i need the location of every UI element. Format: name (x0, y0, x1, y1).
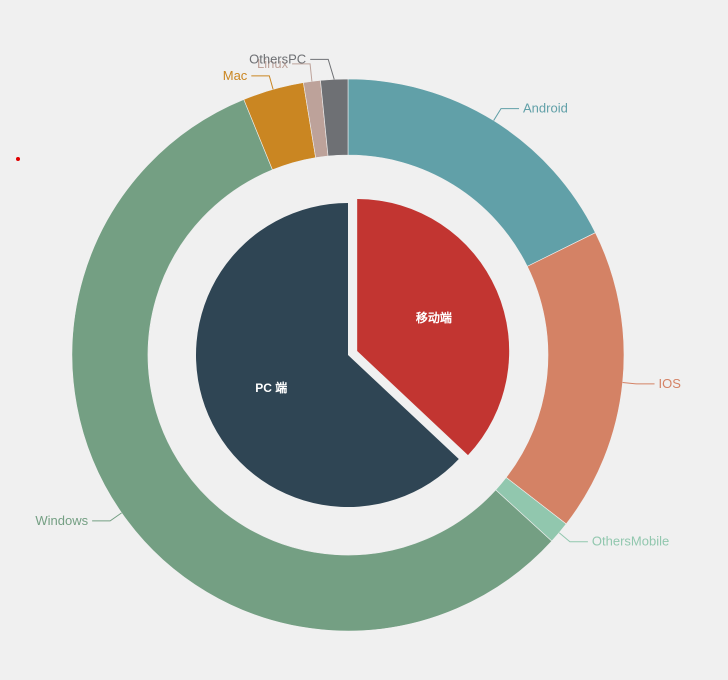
outer-label-mac: Mac (223, 68, 248, 83)
outer-labels: Android IOS OthersMobile Windows Mac LinuxOth… (35, 51, 681, 548)
leader-line-windows (92, 512, 122, 522)
outer-slice-windows[interactable] (71, 99, 553, 632)
outer-label-ios: IOS (659, 376, 682, 391)
outer-label-othersmobile: OthersMobile (592, 534, 669, 549)
red-marker-dot (16, 157, 20, 161)
outer-slice-otherspc[interactable] (320, 78, 349, 157)
outer-label-windows: Windows (35, 513, 88, 528)
outer-ring (71, 78, 625, 632)
leader-line-ios (622, 382, 655, 385)
leader-line-mac (251, 75, 274, 90)
outer-label-otherspc: OthersPC (249, 51, 306, 66)
leader-line-othersmobile (558, 532, 588, 543)
inner-label-pc-端: PC 端 (255, 380, 287, 395)
outer-slice-android[interactable] (347, 78, 596, 267)
outer-slice-ios[interactable] (505, 232, 625, 525)
inner-slice-移动端[interactable] (357, 199, 510, 456)
outer-label-android: Android (523, 101, 568, 116)
leader-line-android (493, 108, 520, 121)
inner-label-移动端: 移动端 (416, 310, 452, 325)
outer-label-linux: Linux (257, 56, 289, 71)
leader-line-linux (292, 63, 313, 82)
inner-labels: 移动端 PC 端 (255, 310, 452, 395)
inner-slice-pc-端[interactable] (196, 203, 459, 507)
inner-pie (196, 199, 510, 507)
leader-line-otherspc (310, 58, 335, 80)
